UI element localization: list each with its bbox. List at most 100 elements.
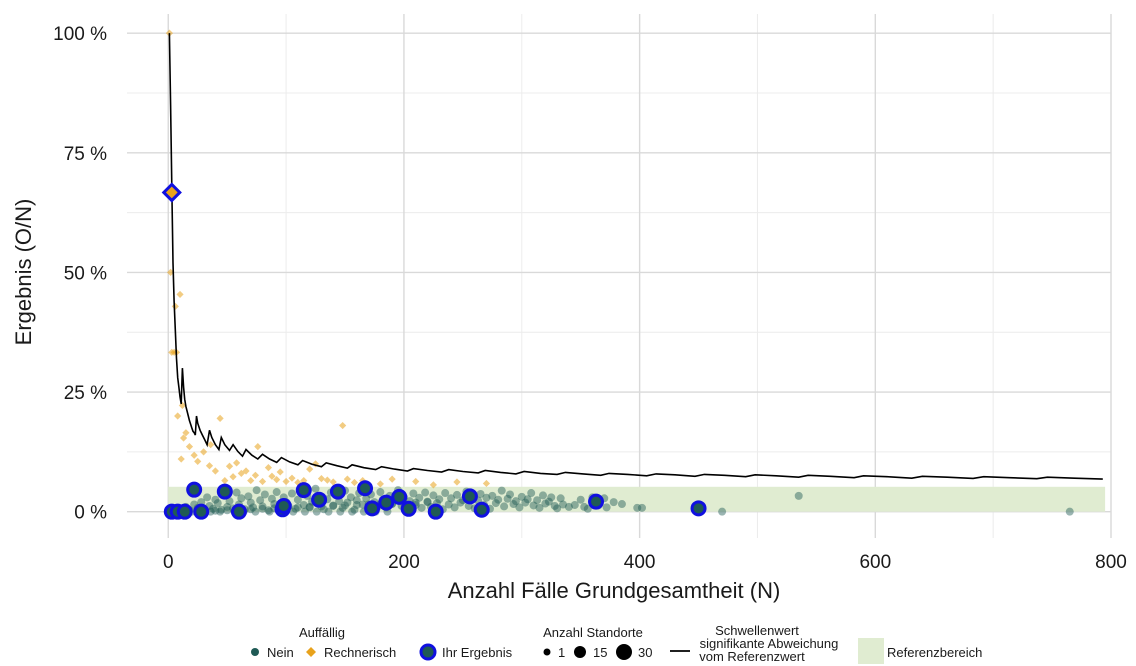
- point-ihr-ergebnis: [329, 483, 346, 500]
- point-nein: [352, 500, 361, 509]
- point-nein: [376, 488, 385, 497]
- legend-anzahl-title: Anzahl Standorte: [543, 625, 643, 640]
- point-rechnerisch: [205, 462, 214, 470]
- point-rechnerisch: [306, 465, 314, 473]
- point-ihr-ergebnis: [230, 503, 247, 520]
- point-nein: [435, 495, 444, 504]
- point-nein: [517, 492, 526, 501]
- grid-minor: [127, 14, 1111, 538]
- point-nein: [237, 494, 246, 503]
- point-nein: [203, 493, 212, 502]
- legend-nein-key: [251, 648, 259, 656]
- legend-referenzbereich-key: [858, 638, 884, 664]
- point-ihr-ergebnis: [275, 497, 292, 514]
- point-nein: [533, 496, 542, 505]
- point-nein: [718, 507, 727, 516]
- legend-rechnerisch-label: Rechnerisch: [324, 645, 396, 660]
- point-nein: [289, 507, 298, 516]
- point-nein: [497, 486, 506, 495]
- point-nein: [617, 500, 626, 509]
- point-nein: [503, 494, 512, 503]
- point-nein: [541, 499, 550, 508]
- point-rechnerisch: [194, 457, 202, 466]
- point-nein: [491, 499, 500, 508]
- point-ihr-ergebnis: [364, 500, 381, 517]
- point-nein: [225, 497, 234, 506]
- point-nein: [350, 505, 359, 514]
- tick-labels: 0 200 400 600 800 0 % 25 % 50 % 75 % 100 %: [53, 24, 1127, 573]
- point-rechnerisch: [221, 476, 229, 485]
- x-axis-title: Anzahl Fälle Grundgesamtheit (N): [448, 578, 781, 603]
- x-tick-label: 200: [388, 552, 420, 573]
- point-rechnerisch: [182, 429, 190, 437]
- point-nein: [637, 503, 646, 512]
- point-rechnerisch: [482, 479, 491, 488]
- point-nein: [249, 503, 258, 512]
- legend-size-15-key: [574, 646, 586, 658]
- point-nein: [324, 507, 333, 516]
- point-nein: [293, 503, 302, 512]
- point-rechnerisch: [343, 475, 351, 483]
- point-rechnerisch: [190, 451, 198, 459]
- point-rechnerisch: [225, 462, 234, 470]
- point-nein: [452, 490, 461, 499]
- point-ihr-ergebnis: [357, 480, 374, 497]
- point-ihr-ergebnis: [193, 503, 210, 520]
- point-rechnerisch: [258, 477, 267, 486]
- point-nein: [329, 501, 338, 510]
- legend-size-15-label: 15: [593, 645, 607, 660]
- point-nein: [223, 502, 232, 511]
- legend-auffaellig-title: Auffällig: [299, 625, 345, 640]
- point-nein: [476, 489, 485, 498]
- point-nein: [456, 498, 465, 507]
- point-nein: [312, 507, 321, 516]
- point-nein: [441, 489, 450, 498]
- point-nein: [362, 494, 371, 503]
- point-nein: [287, 489, 296, 498]
- legend-size-30-label: 30: [638, 645, 652, 660]
- point-nein: [417, 503, 426, 512]
- point-nein: [556, 494, 565, 503]
- point-rechnerisch: [317, 475, 326, 483]
- point-rechnerisch: [251, 471, 260, 479]
- point-nein: [505, 490, 514, 499]
- point-nein: [291, 504, 300, 513]
- point-nein: [535, 503, 544, 512]
- point-nein: [232, 488, 241, 497]
- point-nein: [482, 493, 491, 502]
- point-rechnerisch: [179, 434, 188, 442]
- point-rechnerisch: [264, 464, 273, 472]
- point-nein: [500, 502, 509, 511]
- point-nein: [488, 491, 497, 500]
- legend-size-30-key: [616, 644, 632, 660]
- x-tick-label: 0: [163, 552, 174, 573]
- point-nein: [1065, 507, 1074, 516]
- point-nein: [544, 497, 553, 506]
- point-rechnerisch: [229, 473, 237, 481]
- point-nein: [570, 500, 579, 509]
- point-ihr-ergebnis: [311, 491, 328, 508]
- point-rechnerisch: [178, 401, 186, 410]
- point-nein: [421, 488, 430, 497]
- point-rechnerisch: [247, 476, 255, 485]
- legend-schwellenwert-line1: Schwellenwert: [715, 623, 799, 638]
- point-nein: [258, 504, 267, 513]
- threshold-layer: [168, 33, 1103, 480]
- point-nein: [538, 491, 547, 500]
- point-nein: [209, 504, 218, 513]
- point-rechnerisch: [323, 476, 331, 484]
- point-ihr-ergebnis: [161, 182, 182, 203]
- point-ihr-ergebnis: [391, 488, 408, 505]
- point-rechnerisch: [207, 441, 215, 449]
- point-nein: [336, 507, 345, 516]
- point-nein: [211, 506, 220, 515]
- point-nein: [299, 500, 308, 509]
- point-nein: [521, 498, 530, 507]
- point-ihr-ergebnis: [461, 488, 478, 505]
- point-nein: [265, 507, 274, 516]
- point-rechnerisch: [176, 290, 184, 299]
- point-nein: [348, 507, 357, 516]
- legend: Auffällig Nein Rechnerisch Ihr Ergebnis …: [251, 623, 982, 664]
- point-ihr-ergebnis: [295, 482, 312, 499]
